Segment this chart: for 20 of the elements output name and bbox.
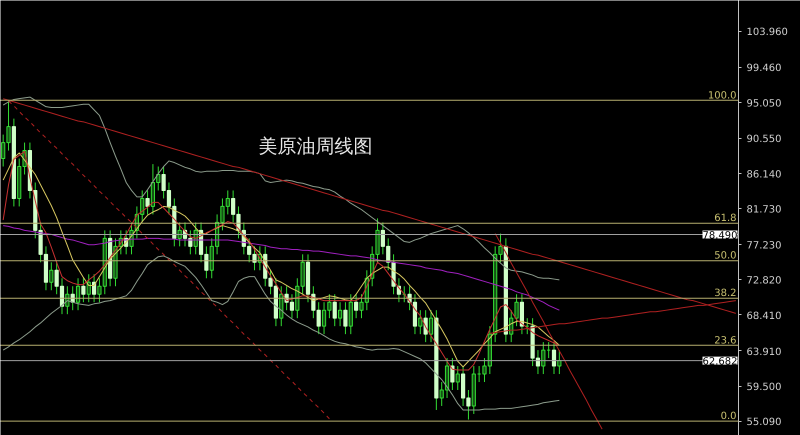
annotation: 23.6: [714, 335, 736, 346]
y-tick-label: 77.230: [746, 240, 782, 252]
y-tick-label: 86.140: [746, 169, 782, 180]
y-tick-label: 103.960: [746, 27, 788, 38]
y-tick-label: 55.090: [746, 417, 782, 428]
annotation: 38.2: [714, 288, 736, 300]
annotation: 61.8: [714, 213, 736, 224]
ref-line-label: 78.490: [702, 230, 738, 242]
y-tick-label: 95.050: [746, 98, 782, 110]
y-tick-label: 90.550: [746, 134, 782, 146]
annotation: 50.0: [714, 250, 736, 262]
y-tick-label: 63.910: [746, 346, 782, 358]
y-tick-label: 99.460: [746, 63, 782, 74]
annotation: 0.0: [720, 411, 737, 422]
y-tick-label: 68.410: [746, 310, 782, 322]
text: 美原油周线图: [258, 136, 372, 158]
annotation: 100.0: [708, 90, 737, 102]
y-tick-label: 72.820: [746, 276, 782, 287]
y-tick-label: 59.500: [746, 382, 782, 394]
y-tick-label: 81.730: [746, 204, 782, 216]
